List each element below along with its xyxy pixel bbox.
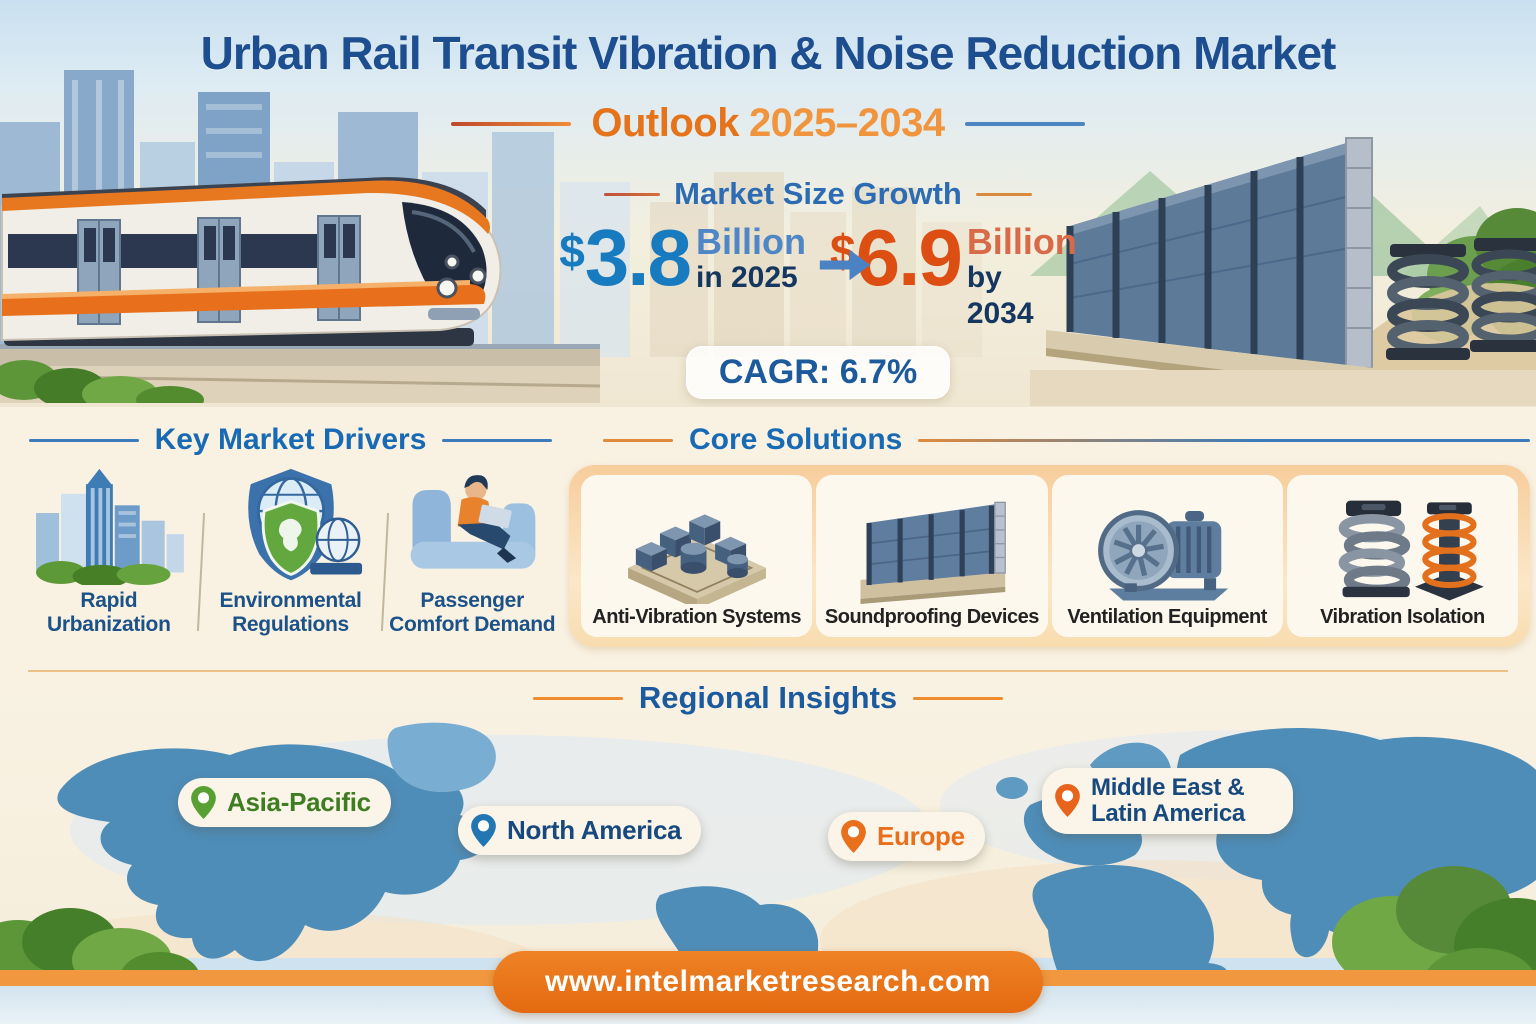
ventilation-fan-icon	[1098, 510, 1229, 601]
drivers-section: Key Market Drivers	[18, 407, 563, 670]
solutions-rule-right	[918, 438, 1530, 442]
regional-heading-row: Regional Insights	[0, 680, 1536, 716]
to-amount: $6.9	[830, 218, 963, 298]
from-number: 3.8	[584, 213, 692, 302]
solution-card-ventilation: Ventilation Equipment	[1051, 475, 1283, 637]
drivers-dash-right	[442, 438, 553, 442]
region-pill-europe: Europe	[828, 812, 985, 861]
solution-label: Soundproofing Devices	[824, 606, 1039, 628]
passenger-seat-icon	[410, 475, 536, 569]
driver-item-passenger-comfort: Passenger Comfort Demand	[381, 465, 563, 637]
driver-item-environmental-regulations: Environmental Regulations	[200, 465, 382, 637]
years-label: 2025–2034	[748, 101, 945, 145]
region-pill-north-america: North America	[458, 806, 702, 855]
driver-label: Rapid Urbanization	[47, 589, 171, 637]
region-label: Asia-Pacific	[227, 787, 371, 818]
drivers-heading: Key Market Drivers	[154, 423, 427, 456]
from-currency: $	[559, 225, 585, 277]
solution-cards: Anti-Vibration Systems	[569, 465, 1530, 647]
map-pin-icon	[841, 820, 866, 853]
to-number: 6.9	[855, 213, 963, 302]
market-heading: Market Size Growth	[674, 176, 962, 211]
market-dash-left	[604, 192, 661, 196]
from-amount: $3.8	[559, 218, 692, 298]
regional-dash-right	[913, 696, 1004, 700]
spring-damper-icon	[1386, 244, 1470, 360]
noise-barrier-springs-illustration	[1030, 137, 1536, 406]
market-dash-right	[975, 192, 1032, 196]
solutions-dash-left	[603, 438, 673, 442]
city-skyline-icon	[35, 468, 184, 585]
market-from-value: $3.8 Billion in 2025	[559, 218, 806, 298]
to-period: by 2034	[966, 261, 1034, 330]
from-unit: Billion	[696, 221, 806, 262]
cagr-text: CAGR: 6.7%	[718, 353, 918, 391]
cagr-badge: CAGR: 6.7%	[685, 346, 951, 399]
market-size-block: Market Size Growth $3.8 Billion in 2025	[559, 176, 1077, 399]
solutions-heading: Core Solutions	[689, 423, 903, 456]
page-title: Urban Rail Transit Vibration & Noise Red…	[200, 27, 1337, 79]
driver-label: Passenger Comfort Demand	[389, 589, 556, 637]
region-label: Europe	[877, 821, 965, 852]
map-pin-icon	[191, 786, 216, 819]
region-label: North America	[507, 815, 682, 846]
solution-label: Ventilation Equipment	[1067, 606, 1267, 628]
mid-section: Key Market Drivers	[0, 407, 1536, 670]
driver-item-rapid-urbanization: Rapid Urbanization	[18, 465, 200, 637]
sound-barrier-wall-icon	[860, 501, 1006, 604]
subtitle: Outlook 2025–2034	[0, 101, 1536, 146]
drivers-heading-row: Key Market Drivers	[18, 407, 563, 457]
solution-card-soundproofing: Soundproofing Devices	[816, 475, 1048, 637]
regional-dash-left	[532, 696, 623, 700]
solutions-panel: Anti-Vibration Systems	[569, 465, 1530, 647]
site-url-pill[interactable]: www.intelmarketresearch.com	[493, 951, 1043, 1013]
driver-label: Environmental Regulations	[219, 589, 362, 637]
globe-shield-icon	[247, 468, 362, 581]
subtitle-dash-left	[451, 121, 572, 126]
to-unit: Billion	[966, 221, 1077, 262]
solution-card-anti-vibration: Anti-Vibration Systems	[581, 475, 813, 637]
market-heading-row: Market Size Growth	[572, 176, 1064, 212]
subtitle-text: Outlook 2025–2034	[591, 101, 945, 146]
solutions-section: Core Solutions	[563, 407, 1536, 670]
drivers-dash-left	[28, 438, 139, 442]
subtitle-dash-right	[964, 121, 1085, 126]
hero-section: Urban Rail Transit Vibration & Noise Red…	[0, 0, 1536, 407]
solution-label: Vibration Isolation	[1320, 606, 1485, 628]
market-to-value: $6.9 Billion by 2034	[830, 218, 1077, 332]
driver-items: Rapid Urbanization	[18, 465, 563, 637]
spring-damper-icon	[1470, 238, 1536, 352]
solution-card-vibration-isolation: Vibration Isolation	[1286, 475, 1518, 637]
region-pill-middle-east-latin-america: Middle East & Latin America	[1042, 768, 1293, 834]
region-pill-asia-pacific: Asia-Pacific	[178, 778, 391, 827]
anti-vibration-pads-icon	[627, 514, 766, 604]
solutions-heading-row: Core Solutions	[563, 407, 1536, 457]
solution-label: Anti-Vibration Systems	[592, 606, 801, 628]
region-label: Middle East & Latin America	[1091, 774, 1245, 827]
site-url-text: www.intelmarketresearch.com	[545, 965, 991, 998]
from-period: in 2025	[696, 261, 798, 294]
market-values: $3.8 Billion in 2025 $6.9 Billion by 2	[559, 218, 1077, 332]
spring-isolator-icon	[1339, 500, 1485, 601]
map-pin-icon	[1055, 784, 1080, 818]
map-pin-icon	[471, 814, 496, 847]
outlook-label: Outlook	[591, 101, 739, 145]
regional-heading: Regional Insights	[638, 680, 898, 715]
urban-train-illustration	[0, 177, 600, 403]
section-divider	[28, 670, 1508, 672]
